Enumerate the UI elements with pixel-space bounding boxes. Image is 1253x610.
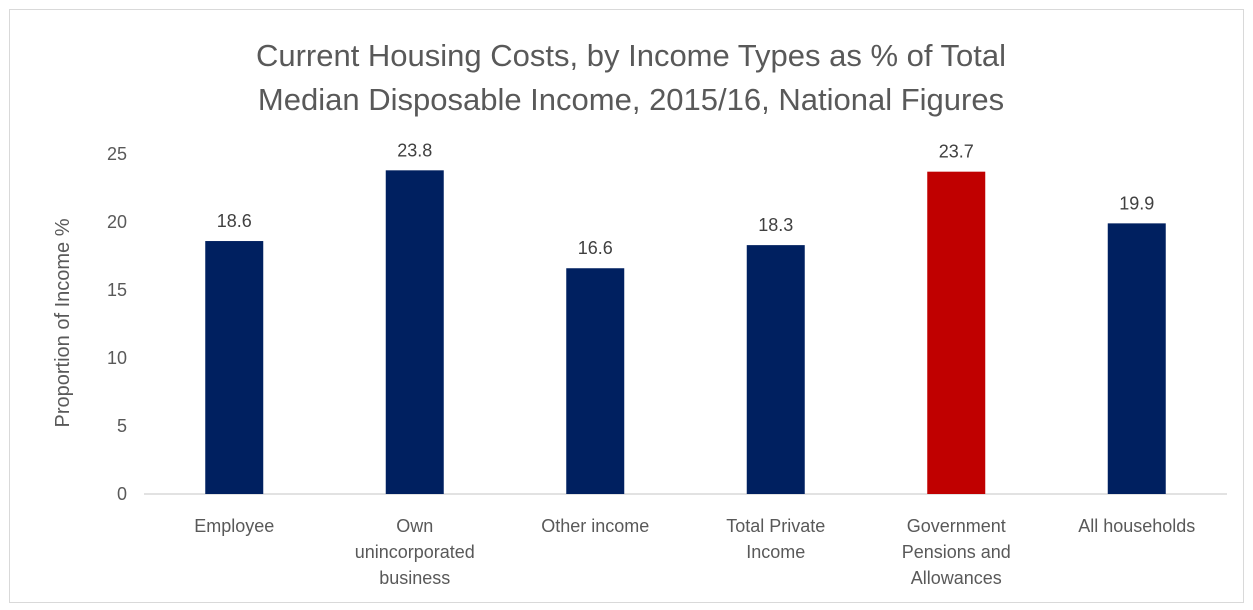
category-labels-group: Employee Own unincorporated business Other i…	[194, 516, 1195, 588]
y-tick-label: 25	[107, 144, 127, 164]
category-label: Income	[746, 542, 805, 562]
category-label: Government	[907, 516, 1006, 536]
data-label: 18.6	[217, 211, 252, 231]
y-tick-label: 15	[107, 280, 127, 300]
bar	[927, 171, 986, 494]
category-label: All households	[1078, 516, 1195, 536]
category-label: business	[379, 568, 450, 588]
y-tick-label: 5	[117, 416, 127, 436]
category-label: Other income	[541, 516, 649, 536]
bar	[566, 268, 625, 494]
data-label: 23.7	[939, 142, 974, 162]
y-tick-label: 20	[107, 212, 127, 232]
bar	[1107, 223, 1166, 495]
data-labels-group: 18.6 23.8 16.6 18.3 23.7 19.9	[217, 140, 1155, 258]
category-label: Total Private	[726, 516, 825, 536]
y-axis-label: Proportion of Income %	[52, 218, 74, 427]
data-label: 23.8	[397, 140, 432, 160]
bar	[205, 241, 264, 494]
chart-title-line-1: Current Housing Costs, by Income Types a…	[256, 38, 1006, 73]
data-label: 19.9	[1119, 193, 1154, 213]
data-label: 18.3	[758, 215, 793, 235]
y-tick-label: 10	[107, 348, 127, 368]
data-label: 16.6	[578, 238, 613, 258]
category-label: Pensions and	[902, 542, 1011, 562]
y-tick-label: 0	[117, 484, 127, 504]
bars-group	[205, 170, 1166, 495]
category-label: unincorporated	[355, 542, 475, 562]
bar	[746, 245, 805, 494]
category-label: Allowances	[911, 568, 1002, 588]
bar	[385, 170, 444, 494]
y-axis-ticks: 0 5 10 15 20 25	[107, 144, 127, 504]
chart-title-line-2: Median Disposable Income, 2015/16, Natio…	[258, 82, 1004, 117]
category-label: Own	[396, 516, 433, 536]
category-label: Employee	[194, 516, 274, 536]
